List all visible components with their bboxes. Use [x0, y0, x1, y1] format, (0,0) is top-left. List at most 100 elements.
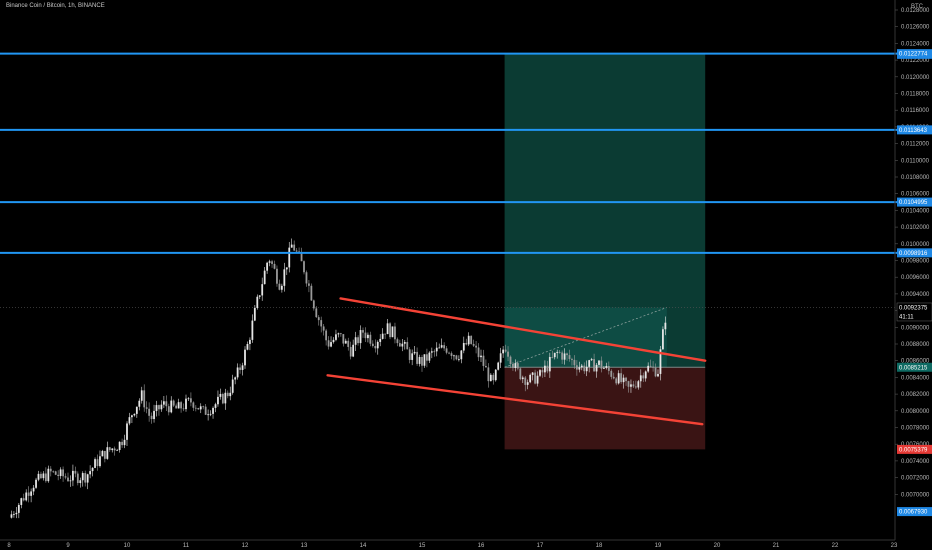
candle-body [170, 400, 173, 413]
candle-body [662, 329, 664, 350]
candle-body [546, 365, 549, 372]
candle-body [457, 359, 460, 361]
candle-body [627, 381, 630, 387]
candle-body [620, 373, 623, 383]
candle-body [22, 498, 25, 501]
candle-body [268, 261, 271, 263]
candle-body [49, 468, 52, 472]
candle-body [172, 400, 175, 406]
level-tag: 0.0104995 [897, 197, 932, 207]
candle-body [440, 345, 443, 348]
candle-body [475, 345, 477, 348]
candle-body [497, 362, 500, 370]
candle-body [521, 377, 524, 380]
candle-body [177, 402, 180, 409]
candle-body [583, 365, 586, 372]
candle-body [416, 351, 418, 364]
candle-body [72, 470, 74, 481]
candle-body [588, 360, 591, 367]
candle-body [153, 410, 155, 420]
candle-body [256, 296, 259, 308]
candle-body [187, 398, 190, 400]
candle-body [507, 351, 509, 357]
candle-body [140, 390, 143, 401]
price-tag-box [896, 302, 932, 322]
candle-body [325, 330, 328, 341]
candle-body [69, 480, 72, 482]
candle-body [293, 244, 296, 251]
candle-body [430, 351, 433, 353]
price-axis: 0.00700000.00720000.00740000.00760000.00… [894, 0, 930, 540]
candle-body [266, 262, 269, 271]
time-axis-label: 17 [537, 543, 544, 549]
candle-body [485, 365, 487, 368]
candle-body [101, 451, 104, 457]
candle-body [644, 371, 647, 379]
price-axis-label: 0.0124000 [901, 41, 930, 47]
candle-body [133, 413, 136, 416]
candle-body [418, 357, 421, 364]
candle-body [62, 469, 64, 477]
candle-body [52, 471, 55, 473]
candle-body [249, 339, 251, 345]
candle-body [354, 337, 357, 345]
candle-body [167, 406, 170, 413]
candle-body [32, 487, 35, 492]
candle-body [180, 402, 182, 409]
time-axis-label: 13 [301, 543, 308, 549]
candle-body [396, 339, 399, 344]
candle-body [234, 377, 237, 380]
candle-body [389, 323, 391, 338]
candle-body [384, 333, 387, 335]
candle-body [657, 373, 659, 377]
candle-body [231, 379, 234, 393]
candle-body [472, 343, 475, 346]
price-axis-label: 0.0094000 [901, 292, 930, 298]
candle-body [315, 308, 318, 318]
candle-body [253, 307, 256, 321]
candle-body [219, 393, 222, 397]
candle-body [312, 300, 315, 309]
candle-body [467, 335, 470, 345]
candle-body [327, 340, 330, 347]
candle-body [209, 413, 212, 415]
candle-body [20, 498, 23, 505]
candle-body [207, 414, 210, 416]
candle-body [81, 473, 84, 481]
price-axis-label: 0.0122000 [901, 58, 930, 64]
candle-body [573, 359, 576, 366]
candle-body [512, 364, 514, 369]
candle-body [199, 406, 202, 410]
candle-body [273, 263, 276, 269]
price-axis-label: 0.0112000 [901, 142, 930, 148]
candle-body [35, 479, 37, 488]
candle-body [610, 370, 613, 377]
candle-body [605, 366, 608, 368]
candle-body [347, 340, 350, 347]
candle-body [138, 400, 141, 407]
candle-body [303, 261, 305, 273]
candle-body [76, 473, 79, 484]
candle-body [276, 268, 278, 284]
price-tag-label: 0.0092375 [899, 305, 928, 311]
candle-body [128, 417, 131, 424]
candle-body [367, 334, 369, 339]
time-axis-label: 14 [360, 543, 367, 549]
candle-body [204, 406, 207, 415]
candle-body [376, 341, 379, 349]
candle-body [494, 369, 497, 381]
candle-body [406, 342, 409, 350]
price-axis-label: 0.0118000 [901, 92, 930, 98]
candle-body [632, 384, 635, 387]
candle-body [10, 514, 13, 518]
time-axis-label: 22 [832, 543, 839, 549]
candle-body [480, 355, 482, 358]
candle-body [482, 355, 485, 366]
candle-body [647, 365, 650, 372]
candle-body [123, 439, 126, 446]
candle-body [96, 459, 99, 467]
price-axis-label: 0.0100000 [901, 242, 930, 248]
candle-body [344, 340, 347, 344]
candle-body [362, 330, 364, 333]
